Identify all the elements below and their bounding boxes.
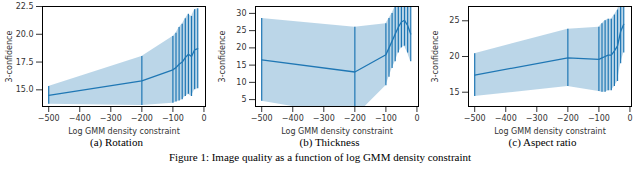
svg-text:20: 20 (236, 43, 246, 52)
svg-text:−400: −400 (495, 114, 517, 123)
svg-text:−200: −200 (131, 114, 153, 123)
svg-text:−100: −100 (588, 114, 610, 123)
html-text:Figure 1: Image quality as a f: Figure 1: Image quality as a function of… (168, 151, 472, 163)
svg-text:−300: −300 (100, 114, 122, 123)
svg-text:−200: −200 (344, 114, 366, 123)
svg-text:5: 5 (241, 95, 246, 104)
svg-text:−300: −300 (313, 114, 335, 123)
svg-text:3-confidence: 3-confidence (5, 31, 14, 83)
html-text:(b) Thickness: (b) Thickness (299, 136, 360, 148)
svg-text:Log GMM density constraint: Log GMM density constraint (281, 127, 393, 136)
html-text:(c) Aspect ratio: (c) Aspect ratio (508, 136, 577, 148)
svg-text:−500: −500 (251, 114, 273, 123)
html-text:(a) Rotation: (a) Rotation (90, 136, 143, 148)
svg-text:15: 15 (236, 61, 246, 70)
svg-text:−400: −400 (282, 114, 304, 123)
svg-text:Log GMM density constraint: Log GMM density constraint (68, 127, 180, 136)
svg-text:15.0: 15.0 (16, 85, 34, 94)
svg-text:3-confidence: 3-confidence (431, 31, 440, 83)
svg-text:−300: −300 (526, 114, 548, 123)
svg-text:22.5: 22.5 (16, 2, 34, 11)
svg-text:20: 20 (449, 52, 459, 61)
svg-text:−500: −500 (464, 114, 486, 123)
svg-text:−200: −200 (557, 114, 579, 123)
svg-text:3-confidence: 3-confidence (218, 31, 227, 83)
svg-text:10: 10 (236, 78, 246, 87)
svg-text:17.5: 17.5 (16, 58, 34, 67)
svg-text:−100: −100 (375, 114, 397, 123)
svg-text:15: 15 (449, 88, 459, 97)
svg-text:−100: −100 (162, 114, 184, 123)
svg-text:25: 25 (449, 16, 459, 25)
svg-text:−500: −500 (38, 114, 60, 123)
svg-text:Log GMM density constraint: Log GMM density constraint (494, 127, 606, 136)
svg-text:25: 25 (236, 26, 246, 35)
svg-text:30: 30 (236, 9, 246, 18)
svg-text:0: 0 (414, 114, 419, 123)
svg-text:0: 0 (201, 114, 206, 123)
svg-text:20.0: 20.0 (16, 30, 34, 39)
svg-text:0: 0 (627, 114, 632, 123)
svg-text:−400: −400 (69, 114, 91, 123)
